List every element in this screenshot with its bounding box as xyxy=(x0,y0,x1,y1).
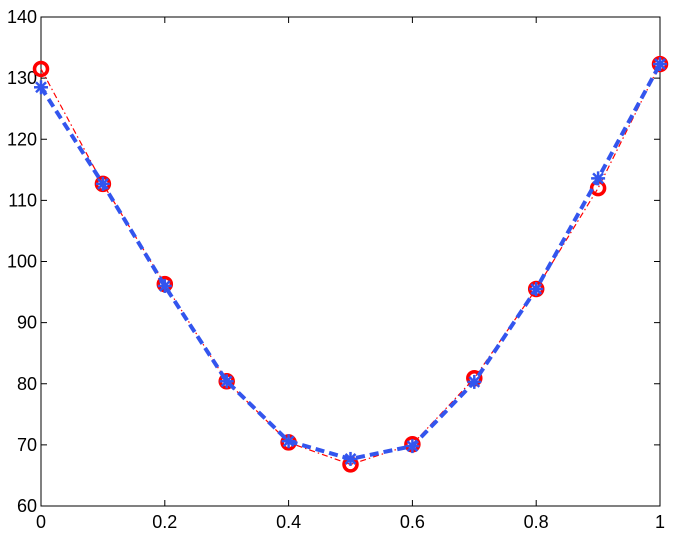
y-tick-label: 90 xyxy=(17,313,37,333)
marker-stroke xyxy=(468,376,481,388)
marker-stroke xyxy=(344,453,357,465)
marker-stroke xyxy=(592,172,604,185)
x-tick-label: 0.4 xyxy=(276,512,301,532)
y-tick-label: 60 xyxy=(17,496,37,516)
marker-stroke xyxy=(35,81,47,94)
marker xyxy=(467,374,482,389)
y-tick-label: 70 xyxy=(17,435,37,455)
marker xyxy=(529,282,544,297)
marker-stroke xyxy=(158,280,171,292)
marker-stroke xyxy=(220,375,233,388)
y-tick-label: 140 xyxy=(7,7,37,27)
plot-frame xyxy=(40,16,661,507)
marker xyxy=(219,374,234,389)
y-tick-label: 120 xyxy=(7,129,37,149)
x-tick-label: 1 xyxy=(655,512,665,532)
marker-stroke xyxy=(282,435,295,448)
y-tick-label: 80 xyxy=(17,374,37,394)
marker-stroke xyxy=(406,440,419,452)
marker xyxy=(343,451,358,466)
x-tick-label: 0 xyxy=(36,512,46,532)
marker xyxy=(34,80,48,95)
y-tick-label: 130 xyxy=(7,68,37,88)
marker xyxy=(591,171,606,186)
marker xyxy=(32,60,50,78)
marker-stroke xyxy=(654,58,666,70)
marker-stroke xyxy=(97,177,109,190)
marker xyxy=(405,439,420,454)
x-tick-label: 0.2 xyxy=(152,512,177,532)
marker xyxy=(157,278,172,293)
y-tick-label: 100 xyxy=(7,252,37,272)
x-tick-label: 0.6 xyxy=(400,512,425,532)
marker xyxy=(281,434,296,449)
marker xyxy=(653,57,667,72)
x-tick-label: 0.8 xyxy=(524,512,549,532)
y-tick-label: 110 xyxy=(8,190,37,210)
marker xyxy=(95,176,110,191)
marker-stroke xyxy=(530,283,543,295)
